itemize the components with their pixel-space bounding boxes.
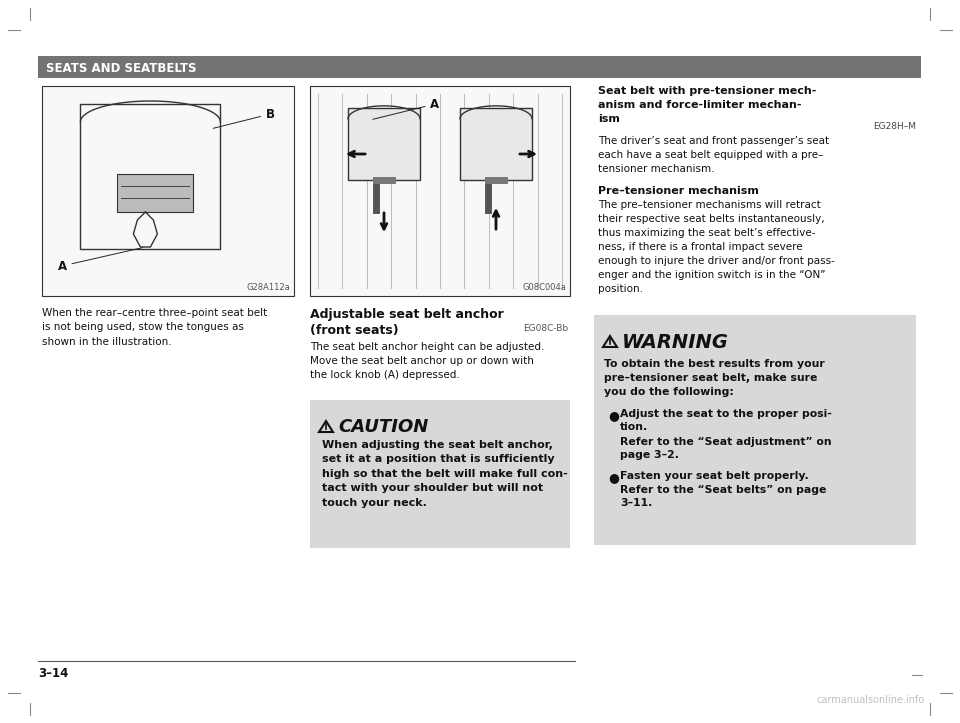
Text: A: A: [58, 247, 143, 273]
Text: When the rear–centre three–point seat belt
is not being used, stow the tongues a: When the rear–centre three–point seat be…: [42, 308, 267, 347]
Bar: [310, 86, 570, 296]
Text: Adjustable seat belt anchor: Adjustable seat belt anchor: [310, 308, 504, 321]
Bar: [38, 56, 921, 78]
Text: Seat belt with pre-tensioner mech-: Seat belt with pre-tensioner mech-: [598, 86, 816, 96]
Bar: [42, 86, 294, 296]
Bar: [594, 315, 916, 545]
Text: EG28H–M: EG28H–M: [873, 122, 916, 131]
Text: WARNING: WARNING: [622, 333, 729, 352]
Text: G08C004a: G08C004a: [522, 283, 566, 292]
Text: SEATS AND SEATBELTS: SEATS AND SEATBELTS: [46, 61, 197, 74]
Text: EG08C-Bb: EG08C-Bb: [523, 324, 568, 333]
Text: (front seats): (front seats): [310, 324, 398, 337]
Text: anism and force-limiter mechan-: anism and force-limiter mechan-: [598, 100, 802, 110]
Bar: [117, 174, 193, 212]
Text: G28A112a: G28A112a: [247, 283, 290, 292]
Text: carmanualsonline.info: carmanualsonline.info: [817, 695, 925, 705]
Text: Fasten your seat belt properly.: Fasten your seat belt properly.: [620, 471, 808, 481]
Text: Adjust the seat to the proper posi-
tion.: Adjust the seat to the proper posi- tion…: [620, 409, 832, 432]
Text: The seat belt anchor height can be adjusted.
Move the seat belt anchor up or dow: The seat belt anchor height can be adjus…: [310, 342, 544, 380]
Text: Refer to the “Seat belts” on page
3–11.: Refer to the “Seat belts” on page 3–11.: [620, 485, 827, 508]
Bar: [310, 400, 570, 548]
Text: CAUTION: CAUTION: [338, 418, 428, 436]
Text: B: B: [213, 108, 275, 128]
Text: ●: ●: [608, 409, 619, 422]
Text: Refer to the “Seat adjustment” on
page 3–2.: Refer to the “Seat adjustment” on page 3…: [620, 437, 831, 461]
Bar: [81, 104, 221, 249]
Text: Pre–tensioner mechanism: Pre–tensioner mechanism: [598, 186, 758, 196]
Bar: [460, 108, 532, 180]
Text: ●: ●: [608, 471, 619, 484]
Text: 3–14: 3–14: [38, 667, 68, 680]
Bar: [348, 108, 420, 180]
Text: The pre–tensioner mechanisms will retract
their respective seat belts instantane: The pre–tensioner mechanisms will retrac…: [598, 200, 835, 294]
Text: ism: ism: [598, 114, 620, 124]
Text: To obtain the best results from your
pre–tensioner seat belt, make sure
you do t: To obtain the best results from your pre…: [604, 359, 825, 397]
Text: A: A: [372, 98, 440, 119]
Text: When adjusting the seat belt anchor,
set it at a position that is sufficiently
h: When adjusting the seat belt anchor, set…: [322, 440, 567, 508]
Text: The driver’s seat and front passenger’s seat
each have a seat belt equipped with: The driver’s seat and front passenger’s …: [598, 136, 829, 174]
